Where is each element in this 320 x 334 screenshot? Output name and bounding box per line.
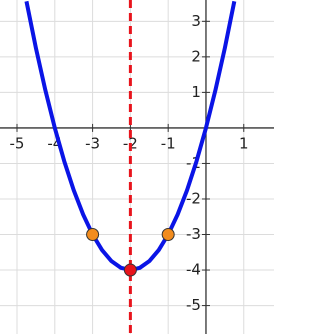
point: [161, 228, 175, 242]
x-tick-label: 1: [239, 134, 249, 152]
y-tick-label: -2: [186, 189, 201, 207]
y-tick-label: -5: [186, 296, 201, 314]
y-tick-label: 2: [191, 47, 201, 65]
y-tick-label: -4: [186, 261, 201, 279]
x-tick-label: -1: [161, 134, 176, 152]
x-tick-label: -5: [10, 134, 25, 152]
y-tick-label: 1: [191, 83, 201, 101]
point: [86, 228, 100, 242]
y-tick-label: -3: [186, 225, 201, 243]
y-tick-label: 3: [191, 12, 201, 30]
x-tick-label: -3: [85, 134, 100, 152]
point: [123, 263, 137, 277]
